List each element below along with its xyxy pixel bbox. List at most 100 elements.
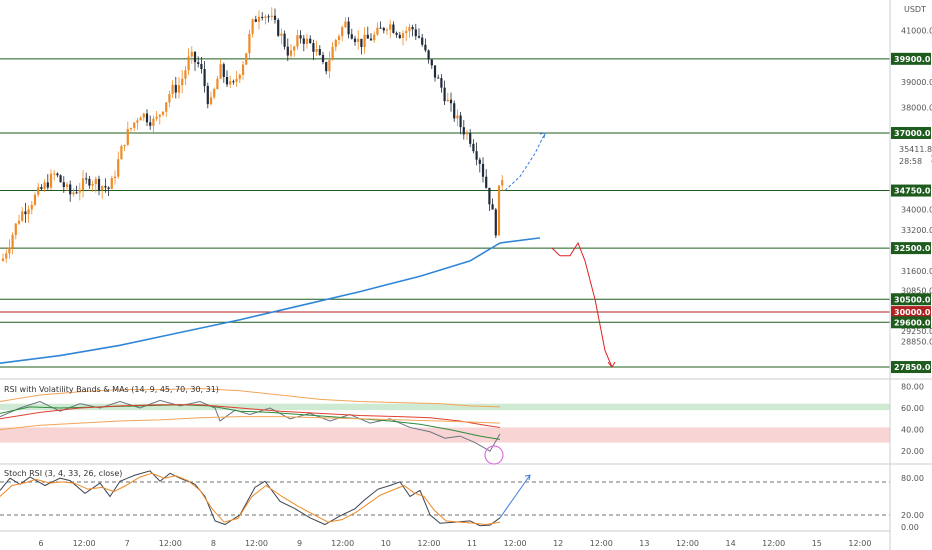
candle-body [462, 127, 465, 135]
candle-body [331, 46, 334, 61]
level-tag-label: 27850.00 [894, 363, 932, 372]
candle-body [203, 69, 206, 87]
candle-body [21, 211, 24, 221]
time-tick-label: 14 [726, 539, 736, 548]
candle-body [289, 50, 293, 56]
level-tag: 34750.00 [891, 184, 932, 197]
price-tick-label: 31600.00 [901, 267, 932, 276]
candle-body [33, 194, 37, 205]
stoch-projection-arrowhead [524, 474, 531, 481]
candle-body [149, 122, 152, 126]
candle-body [251, 19, 254, 34]
candle-body [453, 103, 456, 119]
candle-body [472, 143, 475, 152]
projection-up-arrow [504, 132, 546, 191]
candle-body [94, 178, 97, 185]
candle-body [318, 49, 321, 55]
candle-body [152, 118, 155, 126]
candle-body [133, 122, 136, 128]
candle-body [299, 35, 302, 39]
candle-body [37, 187, 40, 195]
candle-body [206, 86, 209, 105]
candle-body [177, 85, 181, 93]
projection-down-arrowhead [607, 361, 616, 368]
candle-body [411, 27, 414, 30]
stoch-tick-label: 0.00 [901, 523, 919, 532]
candle-body [373, 34, 376, 41]
candle-body [101, 186, 104, 190]
rsi-pane[interactable]: RSI with Volatility Bands & MAs (14, 9, … [0, 385, 932, 465]
candle-body [405, 31, 408, 34]
level-tag-label: 29600.00 [894, 318, 932, 327]
candle-body [469, 133, 472, 144]
price-tick-label: 29250.00 [901, 327, 932, 336]
rsi-series-line [0, 388, 501, 408]
candle-body [117, 159, 120, 177]
candle-body [437, 77, 440, 79]
projection-down-arrow [551, 241, 613, 368]
countdown-label: 28:58 [899, 157, 922, 166]
candle-body [62, 182, 65, 188]
time-tick-label: 12:00 [331, 539, 354, 548]
level-tag: 29600.00 [891, 316, 932, 329]
candle-body [501, 180, 504, 186]
candle-body [273, 15, 277, 20]
candle-body [334, 39, 337, 47]
time-tick-label: 6 [38, 539, 43, 548]
candle-body [69, 184, 72, 195]
candle-body [190, 51, 193, 57]
candle-body [232, 81, 235, 83]
candle-body [123, 144, 126, 147]
candle-body [187, 56, 190, 71]
candle-body [382, 27, 385, 31]
candle-body [433, 65, 437, 78]
candle-body [56, 173, 59, 176]
candle-body [360, 38, 363, 48]
price-axis[interactable]: USDT 41000.0039000.0038000.0036000.00340… [889, 0, 932, 550]
candle-body [120, 146, 123, 160]
candle-body [392, 24, 395, 33]
candle-body [113, 176, 117, 179]
candle-body [347, 21, 350, 35]
candle-body [78, 189, 81, 193]
candle-body [1, 258, 5, 261]
price-tick-label: 41000.00 [901, 27, 932, 36]
price-pane[interactable] [0, 7, 932, 380]
stoch-rsi-pane[interactable]: Stoch RSI (3, 4, 33, 26, close) [0, 469, 890, 527]
level-tag: 30000.00 [891, 306, 932, 319]
rsi-band [0, 403, 890, 411]
candle-body [270, 15, 273, 17]
candle-body [309, 38, 312, 44]
candle-body [293, 46, 296, 51]
rsi-tick-label: 60.00 [901, 404, 924, 413]
rsi-tick-label: 40.00 [901, 426, 924, 435]
candle-body [427, 50, 430, 60]
candle-body [158, 114, 161, 117]
price-tick-label: 28850.00 [901, 337, 932, 346]
level-tag-label: 37000.00 [894, 129, 932, 138]
level-tag: 39900.00 [891, 52, 932, 65]
stoch-lines [0, 470, 531, 527]
candle-body [145, 113, 149, 123]
candle-body [219, 64, 222, 79]
candle-body [385, 29, 389, 31]
stoch-ticks: 80.00 20.00 0.00 [901, 474, 924, 532]
rsi-title: RSI with Volatility Bands & MAs (14, 9, … [4, 385, 219, 394]
candle-body [72, 192, 75, 195]
level-tag: 30500.00 [891, 293, 932, 306]
candle-body [75, 192, 78, 194]
candle-body [107, 187, 110, 189]
candle-body [417, 36, 421, 38]
candle-body [277, 19, 280, 36]
time-tick-label: 11 [467, 539, 477, 548]
candle-body [456, 115, 459, 119]
candle-body [286, 46, 289, 56]
candle-body [97, 178, 101, 190]
candle-body [312, 43, 315, 52]
level-tags: 39900.00 37000.00 34750.00 32500.00 30500.00… [891, 52, 932, 374]
time-axis[interactable]: 6 12:00 7 12:00 8 12:00 9 12:00 10 12:00 11 12:00 12… [0, 530, 890, 548]
candle-body [376, 27, 379, 35]
candle-body [459, 115, 462, 128]
candle-body [181, 78, 184, 86]
